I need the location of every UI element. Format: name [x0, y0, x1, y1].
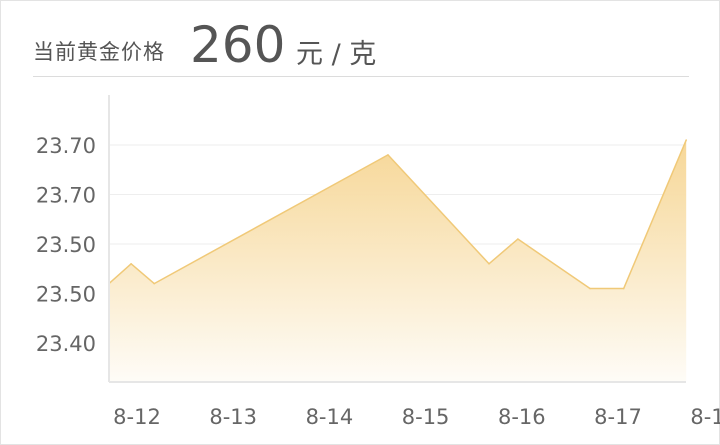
y-tick-label: 23.50 [36, 283, 96, 307]
price-area-fill [109, 140, 687, 381]
price-point [517, 238, 519, 240]
price-point [622, 287, 625, 290]
x-tick-label: 8-16 [498, 405, 546, 429]
x-tick-label: 8-14 [306, 405, 354, 429]
price-header: 当前黄金价格 260 元 / 克 [33, 14, 689, 77]
y-tick-label: 23.70 [36, 134, 96, 158]
price-point [387, 154, 389, 156]
x-tick-label: 8-18 [690, 405, 720, 429]
price-point [153, 282, 156, 285]
price-point [130, 263, 132, 265]
price-point [589, 287, 591, 290]
price-unit: 元 / 克 [296, 39, 377, 70]
gold-price-value: 260 [190, 16, 286, 74]
x-tick-label: 8-12 [113, 405, 161, 429]
x-tick-label: 8-13 [209, 405, 257, 429]
current-gold-price-label: 当前黄金价格 [33, 40, 165, 64]
x-tick-label: 8-17 [594, 405, 642, 429]
price-point [488, 263, 490, 265]
y-tick-label: 23.50 [36, 233, 96, 257]
y-tick-label: 23.40 [36, 332, 96, 356]
price-point [685, 139, 687, 141]
y-tick-label: 23.70 [36, 184, 96, 208]
x-tick-label: 8-15 [402, 405, 450, 429]
